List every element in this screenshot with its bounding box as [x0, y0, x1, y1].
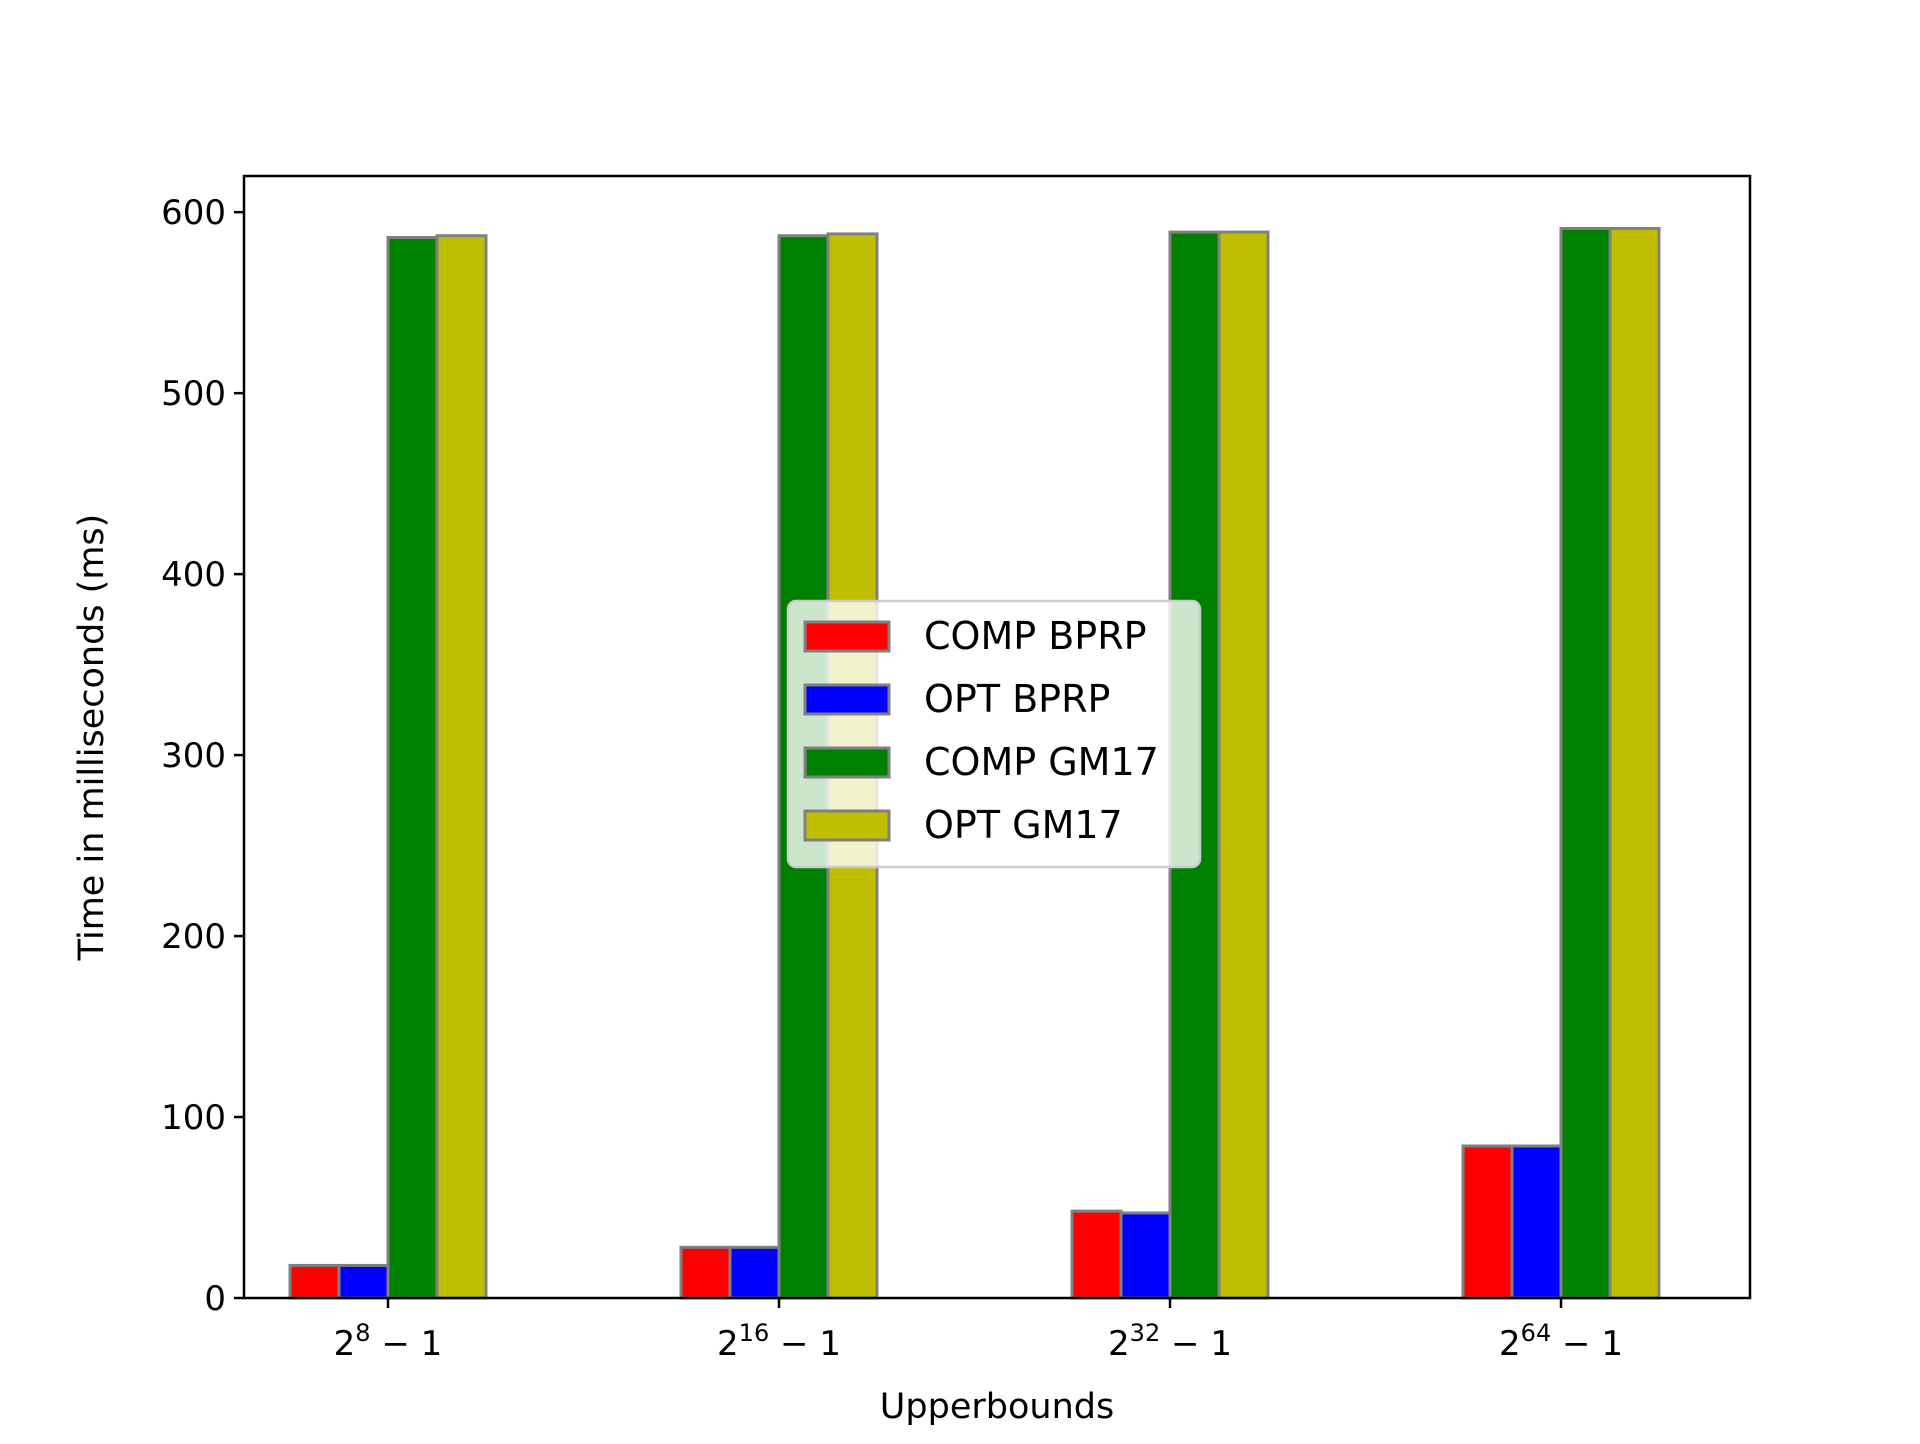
legend-box — [786, 599, 1202, 869]
legend: COMP BPRP OPT BPRP COMP GM17 OPT GM17 — [786, 599, 1202, 869]
bar — [386, 236, 439, 1300]
x-axis-label: Upperbounds — [880, 1387, 1114, 1427]
y-tick-label: 500 — [161, 374, 226, 414]
bar — [1070, 1209, 1123, 1300]
bar — [1510, 1144, 1563, 1300]
legend-swatch — [803, 683, 891, 716]
x-tick-label: 28 − 1 — [334, 1319, 443, 1364]
bar — [435, 234, 488, 1300]
legend-label: OPT GM17 — [924, 803, 1123, 847]
bar — [728, 1245, 781, 1300]
legend-swatch — [803, 809, 891, 842]
bar — [337, 1263, 390, 1300]
legend-label: OPT BPRP — [924, 677, 1110, 721]
y-tick-label: 600 — [161, 193, 226, 233]
x-tick-label: 216 − 1 — [717, 1319, 841, 1364]
plot-frame — [242, 174, 1752, 1300]
legend-swatch — [803, 620, 891, 653]
x-tick-label: 264 − 1 — [1499, 1319, 1623, 1364]
bar — [679, 1245, 732, 1300]
y-axis: 0 100 200 300 400 500 600 — [161, 193, 244, 1319]
y-tick-label: 400 — [161, 555, 226, 595]
y-tick-label: 100 — [161, 1098, 226, 1138]
legend-label: COMP BPRP — [924, 614, 1147, 658]
bar — [1559, 226, 1612, 1300]
legend-label: COMP GM17 — [924, 740, 1159, 784]
bar — [288, 1263, 341, 1300]
legend-swatch — [803, 746, 891, 779]
y-tick-label: 0 — [204, 1279, 226, 1319]
y-tick-label: 300 — [161, 736, 226, 776]
bar — [1217, 230, 1270, 1300]
bar — [1461, 1144, 1514, 1300]
y-tick-label: 200 — [161, 917, 226, 957]
x-tick-label: 232 − 1 — [1108, 1319, 1232, 1364]
bar — [1119, 1211, 1172, 1300]
y-axis-label: Time in milliseconds (ms) — [72, 514, 112, 962]
x-axis: 28 − 1 216 − 1 232 − 1 264 − 1 — [334, 1298, 1623, 1364]
bar — [1608, 226, 1661, 1300]
